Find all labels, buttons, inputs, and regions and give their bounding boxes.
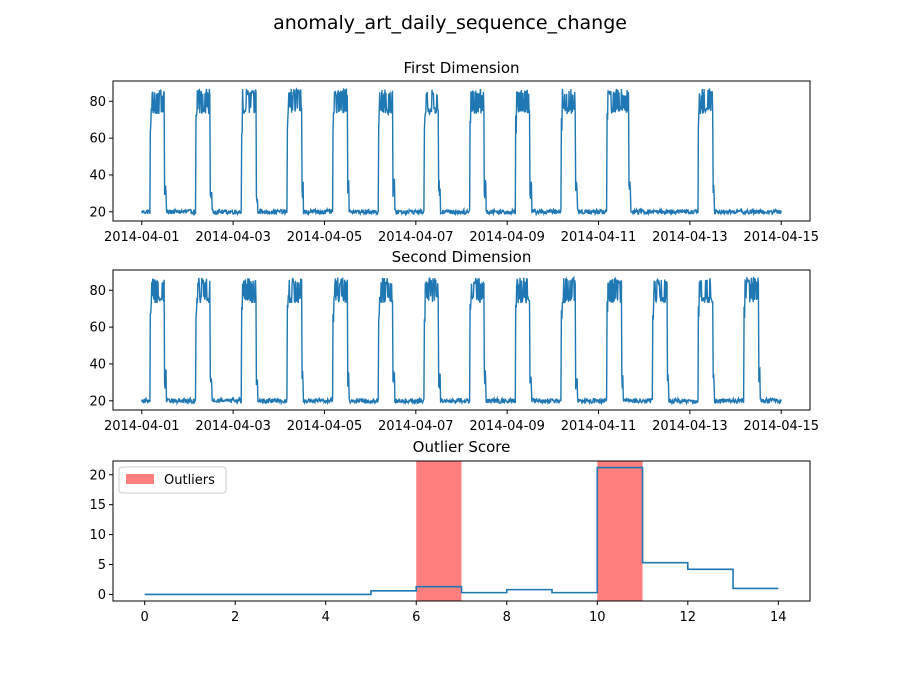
x-tick-label: 6 (412, 610, 420, 625)
x-tick-label: 2014-04-15 (743, 419, 819, 434)
x-tick-label: 2 (231, 610, 239, 625)
x-tick-label: 0 (141, 610, 149, 625)
y-axis: 0 5 10 15 20 (89, 468, 113, 603)
score-line (144, 466, 779, 596)
outlier-bands (416, 461, 643, 601)
y-tick-label: 40 (89, 357, 106, 372)
y-tick-label: 60 (89, 132, 106, 147)
y-axis: 20 40 60 80 (89, 95, 113, 220)
x-tick-label: 2014-04-05 (287, 230, 363, 245)
x-tick-label: 4 (322, 610, 330, 625)
x-tick-label: 2014-04-03 (195, 419, 271, 434)
x-tick-label: 2014-04-13 (652, 230, 728, 245)
y-tick-label: 80 (89, 284, 106, 299)
legend: Outliers (118, 466, 227, 494)
x-tick-label: 2014-04-09 (469, 230, 545, 245)
plot-frame (112, 460, 811, 602)
plot-frame (112, 80, 811, 222)
x-tick-label: 2014-04-01 (104, 419, 180, 434)
panel-title: Second Dimension (392, 248, 532, 266)
x-tick-label: 2014-04-13 (652, 419, 728, 434)
x-tick-label: 2014-04-09 (469, 419, 545, 434)
x-tick-label: 2014-04-03 (195, 230, 271, 245)
plot-frame (112, 269, 811, 411)
y-tick-label: 5 (98, 558, 106, 573)
x-tick-label: 14 (770, 610, 787, 625)
x-tick-label: 2014-04-07 (378, 419, 454, 434)
y-tick-label: 40 (89, 168, 106, 183)
x-tick-label: 8 (503, 610, 511, 625)
x-tick-label: 2014-04-01 (104, 230, 180, 245)
x-tick-label: 2014-04-05 (287, 419, 363, 434)
series-line (141, 87, 782, 217)
x-tick-label: 2014-04-11 (561, 419, 637, 434)
y-tick-label: 80 (89, 95, 106, 110)
series-group (141, 87, 782, 217)
series-group (144, 466, 779, 596)
figure-title: anomaly_art_daily_sequence_change (273, 12, 627, 34)
series-line (141, 275, 782, 406)
x-axis: 2014-04-01 2014-04-03 2014-04-05 2014-04-07… (104, 221, 819, 245)
panel-title: First Dimension (403, 59, 519, 77)
x-tick-label: 2014-04-11 (561, 230, 637, 245)
y-tick-label: 15 (89, 498, 106, 513)
y-tick-label: 20 (89, 468, 106, 483)
x-tick-label: 10 (589, 610, 606, 625)
legend-label: Outliers (164, 473, 215, 488)
y-tick-label: 20 (89, 394, 106, 409)
x-tick-label: 12 (680, 610, 697, 625)
outlier-band (597, 461, 643, 601)
legend-swatch (126, 474, 154, 484)
y-tick-label: 20 (89, 205, 106, 220)
x-axis: 0 2 4 6 8 10 12 14 (141, 601, 787, 625)
x-tick-label: 2014-04-15 (743, 230, 819, 245)
x-tick-label: 2014-04-07 (378, 230, 454, 245)
y-tick-label: 10 (89, 528, 106, 543)
y-tick-label: 60 (89, 321, 106, 336)
x-axis: 2014-04-01 2014-04-03 2014-04-05 2014-04-07… (104, 410, 819, 434)
legend-box (118, 466, 227, 494)
outlier-band (416, 461, 462, 601)
series-group (141, 275, 782, 406)
y-axis: 20 40 60 80 (89, 284, 113, 409)
y-tick-label: 0 (98, 588, 106, 603)
panel-title: Outlier Score (413, 438, 511, 456)
outlier-score-panel: Outlier Score 0 5 10 15 20 0 2 4 6 8 10 12 14 Outli… (89, 438, 811, 625)
